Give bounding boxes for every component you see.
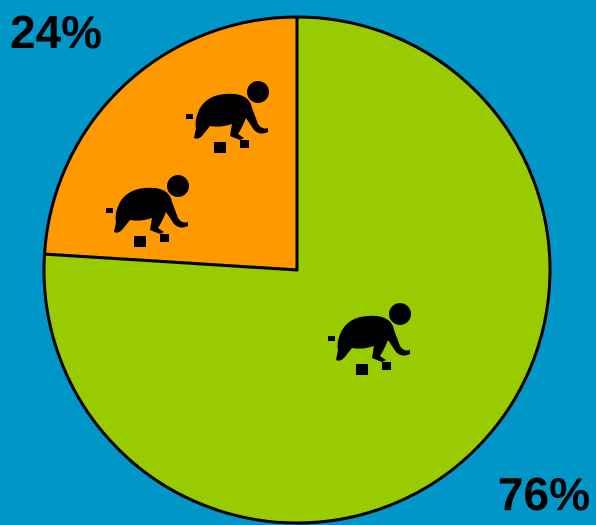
value-label: 76% <box>498 468 590 520</box>
value-label: 24% <box>10 6 102 58</box>
pie-slice <box>42 15 552 525</box>
slices <box>42 15 552 525</box>
pie-slice <box>42 15 299 272</box>
